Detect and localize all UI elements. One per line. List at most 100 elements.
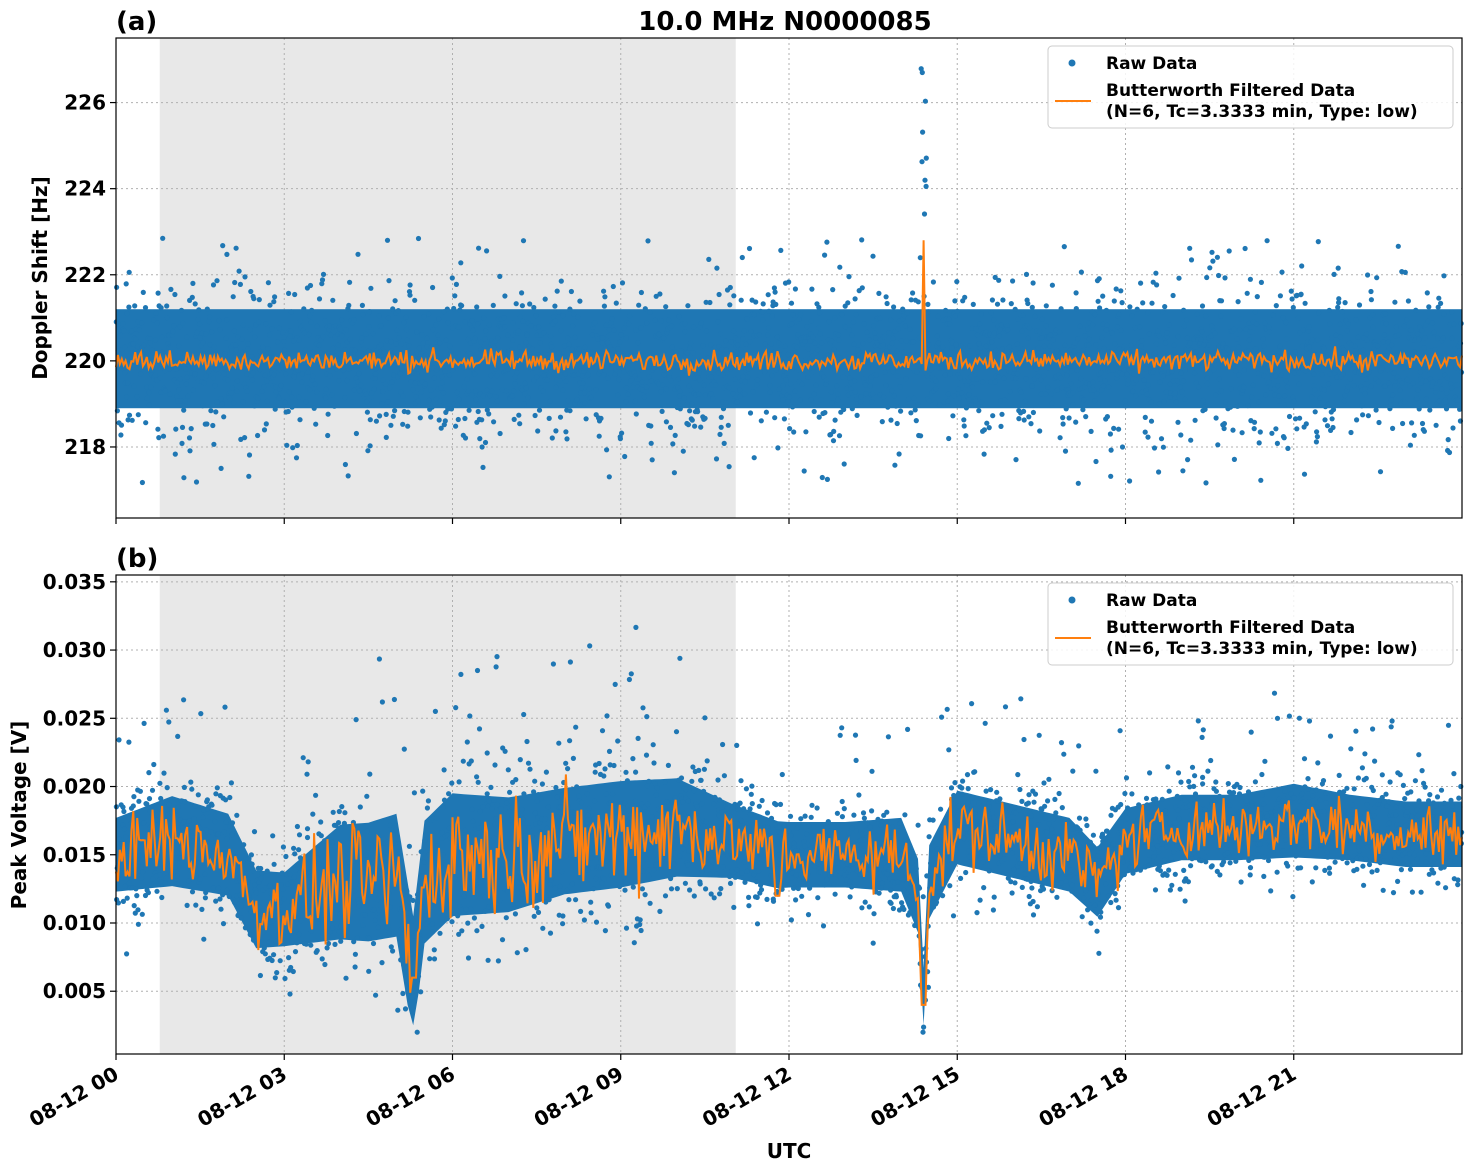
raw-data-point	[247, 931, 253, 938]
raw-data-point	[351, 317, 357, 323]
raw-data-point	[525, 760, 532, 766]
raw-data-point	[585, 812, 591, 819]
raw-data-point	[1233, 849, 1239, 856]
raw-data-point	[387, 385, 393, 391]
raw-data-point	[1021, 417, 1027, 423]
raw-data-point	[669, 323, 675, 329]
raw-data-point	[304, 834, 311, 841]
raw-data-point	[282, 347, 288, 353]
raw-data-point	[551, 371, 557, 377]
raw-data-point	[1124, 371, 1130, 377]
raw-data-point	[1001, 856, 1007, 862]
raw-data-point	[672, 845, 678, 851]
raw-data-point	[1151, 445, 1158, 451]
raw-data-point	[544, 825, 550, 831]
raw-data-point	[1042, 803, 1048, 809]
raw-data-point	[656, 381, 662, 387]
raw-data-point	[522, 833, 529, 839]
raw-data-point	[713, 382, 719, 388]
raw-data-point	[1261, 373, 1267, 379]
raw-data-point	[190, 850, 196, 856]
raw-data-point	[991, 894, 997, 900]
raw-data-point	[526, 825, 532, 831]
raw-data-point	[569, 346, 575, 352]
raw-data-point	[677, 853, 683, 859]
raw-data-point	[747, 806, 753, 812]
raw-data-point	[1293, 808, 1299, 814]
raw-data-point	[481, 315, 487, 321]
raw-data-point	[1061, 244, 1067, 250]
raw-data-point	[537, 819, 543, 826]
raw-data-point	[679, 399, 686, 405]
raw-data-point	[155, 290, 161, 296]
raw-data-point	[657, 908, 663, 915]
raw-data-point	[1108, 447, 1114, 453]
raw-data-point	[1005, 327, 1011, 333]
raw-data-point	[824, 239, 830, 245]
raw-data-point	[312, 381, 318, 387]
raw-data-point	[1085, 875, 1091, 882]
raw-data-point	[1368, 288, 1374, 295]
raw-data-point	[765, 292, 771, 298]
raw-data-point	[1393, 324, 1399, 330]
raw-data-point	[231, 328, 237, 334]
raw-data-point	[541, 330, 547, 336]
raw-data-point	[869, 808, 875, 814]
raw-data-point	[1092, 902, 1098, 909]
raw-data-point	[1118, 819, 1124, 825]
raw-data-point	[280, 844, 286, 850]
raw-data-point	[1305, 328, 1312, 334]
raw-data-point	[1160, 444, 1166, 450]
raw-data-point	[1218, 388, 1224, 394]
raw-data-point	[1054, 387, 1060, 393]
raw-data-point	[864, 329, 870, 335]
raw-data-point	[422, 381, 428, 387]
raw-data-point	[739, 870, 745, 876]
raw-data-point	[1199, 303, 1206, 309]
raw-data-point	[1239, 430, 1245, 436]
raw-data-point	[633, 624, 639, 631]
raw-data-point	[286, 389, 292, 395]
raw-data-point	[493, 664, 499, 670]
raw-data-point	[690, 324, 697, 330]
raw-data-point	[465, 920, 471, 926]
raw-data-point	[228, 390, 234, 396]
raw-data-point	[696, 370, 703, 376]
raw-data-point	[759, 309, 766, 315]
raw-data-point	[261, 945, 267, 951]
raw-data-point	[472, 371, 478, 377]
raw-data-point	[1129, 791, 1135, 797]
raw-data-point	[880, 342, 886, 348]
raw-data-point	[1218, 313, 1224, 319]
raw-data-point	[407, 292, 413, 298]
raw-data-point	[852, 296, 858, 302]
raw-data-point	[227, 397, 233, 403]
raw-data-point	[605, 339, 611, 346]
raw-data-point	[278, 382, 284, 389]
raw-data-point	[876, 890, 882, 896]
raw-data-point	[1253, 321, 1260, 327]
raw-data-point	[1155, 328, 1161, 334]
raw-data-point	[617, 339, 623, 345]
raw-data-point	[139, 479, 145, 486]
raw-data-point	[689, 778, 695, 784]
raw-data-point	[175, 804, 181, 810]
raw-data-point	[283, 371, 289, 377]
raw-data-point	[1395, 243, 1401, 249]
raw-data-point	[234, 378, 240, 384]
raw-data-point	[560, 913, 566, 919]
raw-data-point	[844, 371, 850, 377]
raw-data-point	[593, 919, 600, 925]
y-tick-label: 218	[64, 435, 106, 459]
raw-data-point	[837, 732, 843, 738]
raw-data-point	[1200, 781, 1206, 787]
raw-data-point	[601, 303, 608, 309]
raw-data-point	[118, 422, 125, 428]
raw-data-point	[502, 324, 508, 330]
raw-data-point	[624, 359, 631, 365]
raw-data-point	[1154, 800, 1160, 806]
raw-data-point	[1211, 367, 1217, 373]
raw-data-point	[1293, 853, 1299, 859]
raw-data-point	[644, 783, 650, 789]
raw-data-point	[1280, 315, 1286, 321]
